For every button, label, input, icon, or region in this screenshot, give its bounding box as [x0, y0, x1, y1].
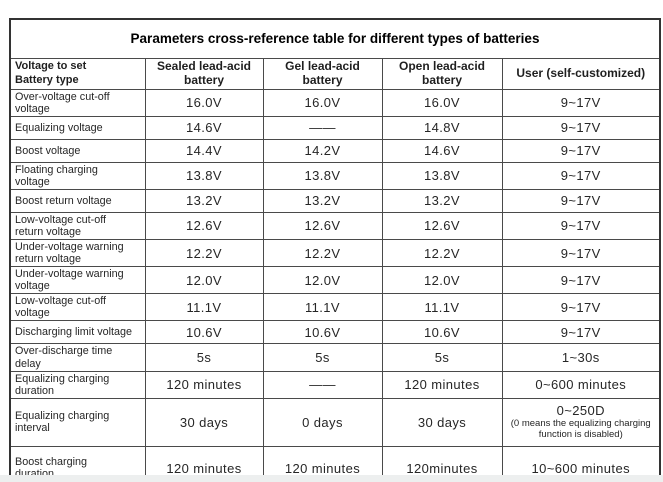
header-row: Voltage to set Battery type Sealed lead-… [9, 57, 661, 90]
cell-sealed: 10.6V [144, 320, 264, 345]
column-header-user: User (self-customized) [501, 57, 661, 90]
cell-user: 9~17V [501, 88, 661, 117]
cell-sealed: 14.6V [144, 115, 264, 140]
battery-parameters-table: Parameters cross-reference table for dif… [9, 18, 661, 482]
cell-sealed: 120 minutes [144, 370, 264, 399]
cell-sealed: 14.4V [144, 138, 264, 163]
row-label: Equalizing charging interval [9, 397, 146, 447]
cell-open: 5s [381, 343, 503, 372]
cell-open: 16.0V [381, 88, 503, 117]
table-row: Floating charging voltage 13.8V 13.8V 13… [9, 161, 661, 190]
table-row: Under-voltage warning voltage 12.0V 12.0… [9, 266, 661, 295]
cell-gel: 12.6V [262, 211, 383, 240]
cell-open: 12.0V [381, 266, 503, 295]
column-header-open: Open lead-acid battery [381, 57, 503, 90]
row-label: Low-voltage cut-off return voltage [9, 211, 146, 240]
cell-open: 13.8V [381, 161, 503, 190]
cell-open: 120 minutes [381, 370, 503, 399]
cell-sealed: 13.8V [144, 161, 264, 190]
cell-sealed: 12.6V [144, 211, 264, 240]
row-label: Under-voltage warning voltage [9, 266, 146, 295]
column-header-gel: Gel lead-acid battery [262, 57, 383, 90]
cell-gel: 16.0V [262, 88, 383, 117]
table-row: Equalizing charging duration 120 minutes… [9, 370, 661, 399]
table-row: Over-voltage cut-off voltage 16.0V 16.0V… [9, 88, 661, 117]
corner-header: Voltage to set Battery type [9, 57, 146, 90]
cell-user: 9~17V [501, 211, 661, 240]
cell-sealed: 30 days [144, 397, 264, 447]
cell-gel: 14.2V [262, 138, 383, 163]
table-row: Discharging limit voltage 10.6V 10.6V 10… [9, 320, 661, 345]
table-row: Boost return voltage 13.2V 13.2V 13.2V 9… [9, 188, 661, 213]
table-row: Equalizing voltage 14.6V —— 14.8V 9~17V [9, 115, 661, 140]
cell-open: 14.6V [381, 138, 503, 163]
cell-gel: 10.6V [262, 320, 383, 345]
cell-user: 9~17V [501, 138, 661, 163]
row-label: Low-voltage cut-off voltage [9, 293, 146, 322]
cell-user: 0~250D (0 means the equalizing charging … [501, 397, 661, 447]
cell-gel: —— [262, 370, 383, 399]
cell-sealed: 13.2V [144, 188, 264, 213]
cell-open: 10.6V [381, 320, 503, 345]
cell-user: 1~30s [501, 343, 661, 372]
cell-gel: 0 days [262, 397, 383, 447]
cell-user: 0~600 minutes [501, 370, 661, 399]
cell-user: 9~17V [501, 320, 661, 345]
cell-gel: —— [262, 115, 383, 140]
title-row: Parameters cross-reference table for dif… [9, 18, 661, 59]
table-title: Parameters cross-reference table for dif… [9, 18, 661, 59]
cell-gel: 13.2V [262, 188, 383, 213]
column-header-sealed: Sealed lead-acid battery [144, 57, 264, 90]
cell-sealed: 12.2V [144, 238, 264, 268]
cell-sealed: 16.0V [144, 88, 264, 117]
cell-user: 9~17V [501, 115, 661, 140]
cell-open: 12.2V [381, 238, 503, 268]
row-label: Discharging limit voltage [9, 320, 146, 345]
row-label: Over-voltage cut-off voltage [9, 88, 146, 117]
cell-user: 9~17V [501, 266, 661, 295]
cell-user: 9~17V [501, 161, 661, 190]
cell-gel: 11.1V [262, 293, 383, 322]
cell-user: 9~17V [501, 188, 661, 213]
row-label: Over-discharge time delay [9, 343, 146, 372]
table-row: Low-voltage cut-off return voltage 12.6V… [9, 211, 661, 240]
cell-sealed: 12.0V [144, 266, 264, 295]
cell-user-note: (0 means the equalizing charging functio… [510, 418, 651, 441]
cell-gel: 5s [262, 343, 383, 372]
cell-user-value: 0~250D [556, 403, 605, 419]
cell-open: 14.8V [381, 115, 503, 140]
row-label: Boost voltage [9, 138, 146, 163]
cell-user: 9~17V [501, 238, 661, 268]
cell-open: 12.6V [381, 211, 503, 240]
table-row: Over-discharge time delay 5s 5s 5s 1~30s [9, 343, 661, 372]
row-label: Floating charging voltage [9, 161, 146, 190]
cell-user: 9~17V [501, 293, 661, 322]
cell-gel: 12.2V [262, 238, 383, 268]
page-bottom-margin [0, 475, 663, 482]
table-row: Boost voltage 14.4V 14.2V 14.6V 9~17V [9, 138, 661, 163]
cell-open: 11.1V [381, 293, 503, 322]
row-label: Equalizing charging duration [9, 370, 146, 399]
cell-open: 13.2V [381, 188, 503, 213]
cell-gel: 13.8V [262, 161, 383, 190]
cell-gel: 12.0V [262, 266, 383, 295]
row-label: Equalizing voltage [9, 115, 146, 140]
table-row: Under-voltage warning return voltage 12.… [9, 238, 661, 268]
cell-sealed: 5s [144, 343, 264, 372]
cell-sealed: 11.1V [144, 293, 264, 322]
table-row: Equalizing charging interval 30 days 0 d… [9, 397, 661, 447]
table-row: Low-voltage cut-off voltage 11.1V 11.1V … [9, 293, 661, 322]
row-label: Boost return voltage [9, 188, 146, 213]
row-label: Under-voltage warning return voltage [9, 238, 146, 268]
cell-open: 30 days [381, 397, 503, 447]
